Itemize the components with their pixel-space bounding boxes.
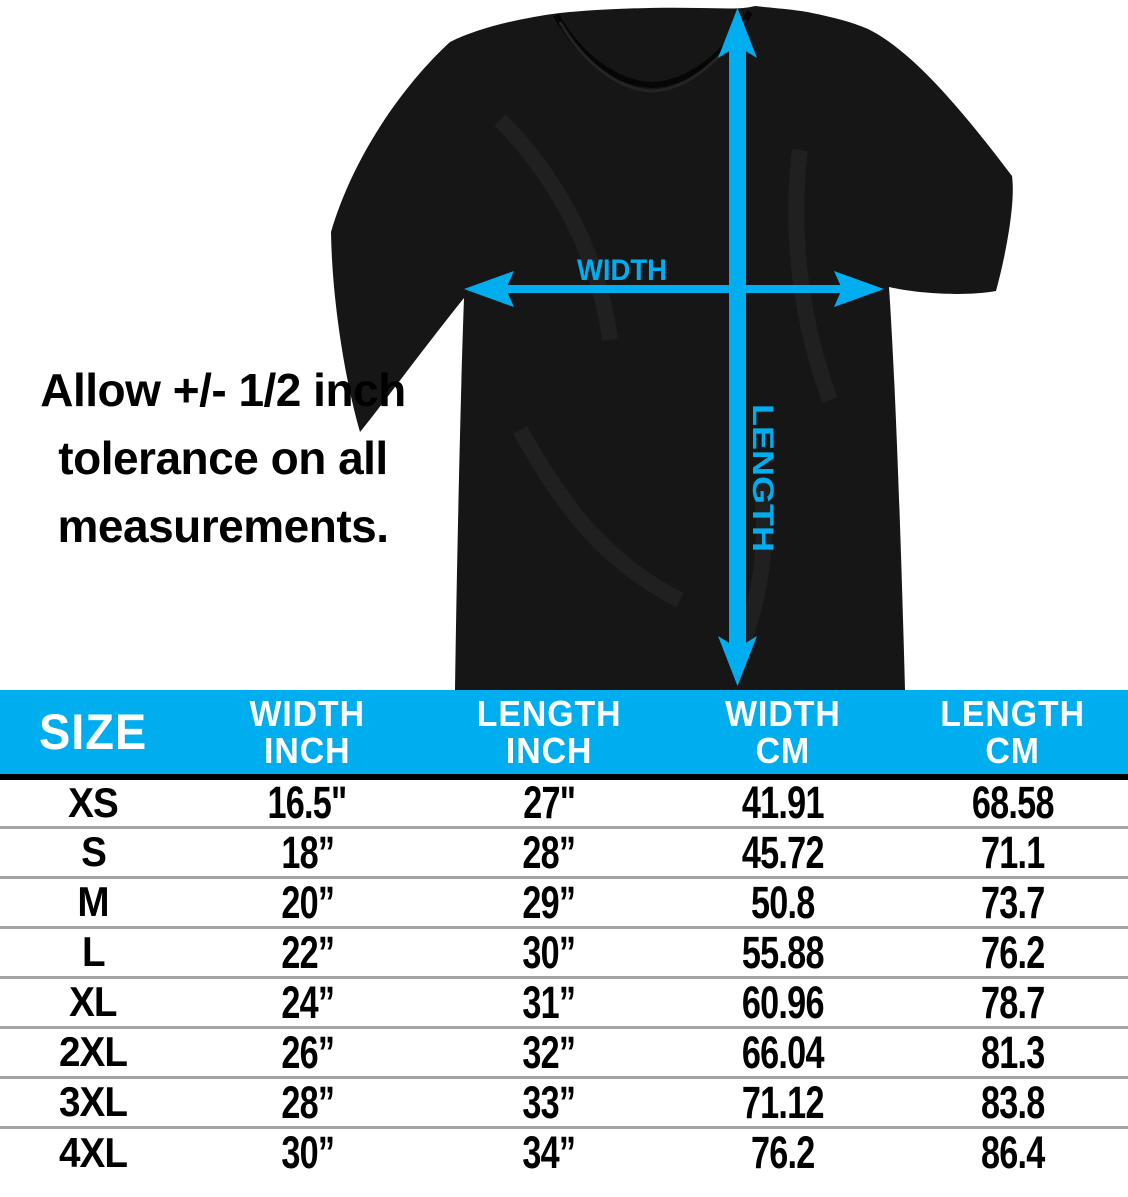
width-cm-cell: 71.12 bbox=[668, 1075, 897, 1127]
size-chart-table: SIZE WIDTH INCH LENGTH INCH WIDTH CM LENGTH… bbox=[0, 690, 1128, 1177]
size-cell: 2XL bbox=[0, 1025, 187, 1077]
length-inch-cell: 28” bbox=[428, 825, 669, 877]
tshirt-diagram-svg: WIDTH LENGTH bbox=[331, 6, 1013, 690]
width-cm-cell: 50.8 bbox=[668, 875, 897, 927]
table-row: 3XL 28” 33” 71.12 83.8 bbox=[0, 1075, 1128, 1127]
width-cm-cell: 66.04 bbox=[668, 1025, 897, 1077]
header-line: CM bbox=[755, 730, 811, 771]
header-line: LENGTH bbox=[939, 693, 1085, 734]
table-row: XL 24” 31” 60.96 78.7 bbox=[0, 975, 1128, 1027]
width-cm-cell: 60.96 bbox=[668, 975, 897, 1027]
width-cm-cell: 41.91 bbox=[668, 777, 897, 827]
table-row: S 18” 28” 45.72 71.1 bbox=[0, 825, 1128, 877]
size-cell: L bbox=[0, 925, 187, 977]
length-inch-cell: 34” bbox=[428, 1125, 669, 1177]
width-inch-cell: 22” bbox=[186, 925, 429, 977]
width-inch-cell: 26” bbox=[186, 1025, 429, 1077]
length-arrow bbox=[718, 8, 757, 686]
width-inch-cell: 28” bbox=[186, 1075, 429, 1127]
width-inch-cell: 20” bbox=[186, 875, 429, 927]
table-row: 4XL 30” 34” 76.2 86.4 bbox=[0, 1125, 1128, 1177]
size-cell: 4XL bbox=[0, 1125, 187, 1177]
tolerance-note-line: tolerance on all bbox=[58, 432, 388, 484]
column-header-width-cm: WIDTH CM bbox=[668, 690, 897, 780]
width-cm-cell: 55.88 bbox=[668, 925, 897, 977]
length-cm-cell: 73.7 bbox=[896, 875, 1128, 927]
header-line: WIDTH bbox=[725, 693, 841, 734]
length-cm-cell: 81.3 bbox=[896, 1025, 1128, 1077]
width-cm-cell: 76.2 bbox=[668, 1125, 897, 1177]
column-header-width-inch: WIDTH INCH bbox=[186, 690, 429, 780]
tolerance-note-line: Allow +/- 1/2 inch bbox=[40, 364, 406, 416]
length-inch-cell: 32” bbox=[428, 1025, 669, 1077]
table-row: XS 16.5" 27" 41.91 68.58 bbox=[0, 777, 1128, 827]
table-row: L 22” 30” 55.88 76.2 bbox=[0, 925, 1128, 977]
size-cell: XS bbox=[0, 777, 187, 827]
length-cm-cell: 86.4 bbox=[896, 1125, 1128, 1177]
size-chart-body: XS 16.5" 27" 41.91 68.58 S 18” 28” 45.72… bbox=[0, 777, 1128, 1177]
length-cm-cell: 83.8 bbox=[896, 1075, 1128, 1127]
size-cell: 3XL bbox=[0, 1075, 187, 1127]
length-inch-cell: 31” bbox=[428, 975, 669, 1027]
width-inch-cell: 24” bbox=[186, 975, 429, 1027]
header-line: CM bbox=[985, 730, 1040, 771]
length-inch-cell: 33” bbox=[428, 1075, 669, 1127]
size-cell: S bbox=[0, 825, 187, 877]
size-cell: M bbox=[0, 875, 187, 927]
tshirt-measurement-diagram: WIDTH LENGTH Allow +/- 1/2 inch toleranc… bbox=[2, 6, 1013, 690]
width-arrow bbox=[464, 271, 884, 307]
header-line: WIDTH bbox=[249, 693, 366, 734]
width-cm-cell: 45.72 bbox=[668, 825, 897, 877]
tshirt-silhouette bbox=[331, 6, 1013, 690]
width-label: WIDTH bbox=[577, 254, 667, 287]
header-line: LENGTH bbox=[476, 693, 622, 734]
width-inch-cell: 30” bbox=[186, 1125, 429, 1177]
size-cell: XL bbox=[0, 975, 187, 1027]
tolerance-note: Allow +/- 1/2 inch tolerance on all meas… bbox=[2, 356, 444, 560]
header-line: SIZE bbox=[38, 704, 148, 760]
width-inch-cell: 16.5" bbox=[186, 777, 429, 827]
width-inch-cell: 18” bbox=[186, 825, 429, 877]
column-header-size: SIZE bbox=[0, 690, 187, 780]
table-row: 2XL 26” 32” 66.04 81.3 bbox=[0, 1025, 1128, 1077]
fabric-wrinkles bbox=[494, 114, 838, 653]
table-row: M 20” 29” 50.8 73.7 bbox=[0, 875, 1128, 927]
length-cm-cell: 76.2 bbox=[896, 925, 1128, 977]
length-cm-cell: 71.1 bbox=[896, 825, 1128, 877]
tolerance-note-line: measurements. bbox=[57, 500, 390, 552]
length-inch-cell: 27" bbox=[428, 777, 669, 827]
header-line: INCH bbox=[505, 730, 592, 771]
column-header-length-inch: LENGTH INCH bbox=[428, 690, 669, 780]
length-cm-cell: 68.58 bbox=[896, 777, 1128, 827]
column-header-length-cm: LENGTH CM bbox=[896, 690, 1128, 780]
length-inch-cell: 29” bbox=[428, 875, 669, 927]
length-inch-cell: 30” bbox=[428, 925, 669, 977]
header-line: INCH bbox=[264, 730, 351, 771]
size-chart-header: SIZE WIDTH INCH LENGTH INCH WIDTH CM LENGTH… bbox=[0, 690, 1128, 780]
length-label: LENGTH bbox=[746, 404, 779, 552]
length-cm-cell: 78.7 bbox=[896, 975, 1128, 1027]
